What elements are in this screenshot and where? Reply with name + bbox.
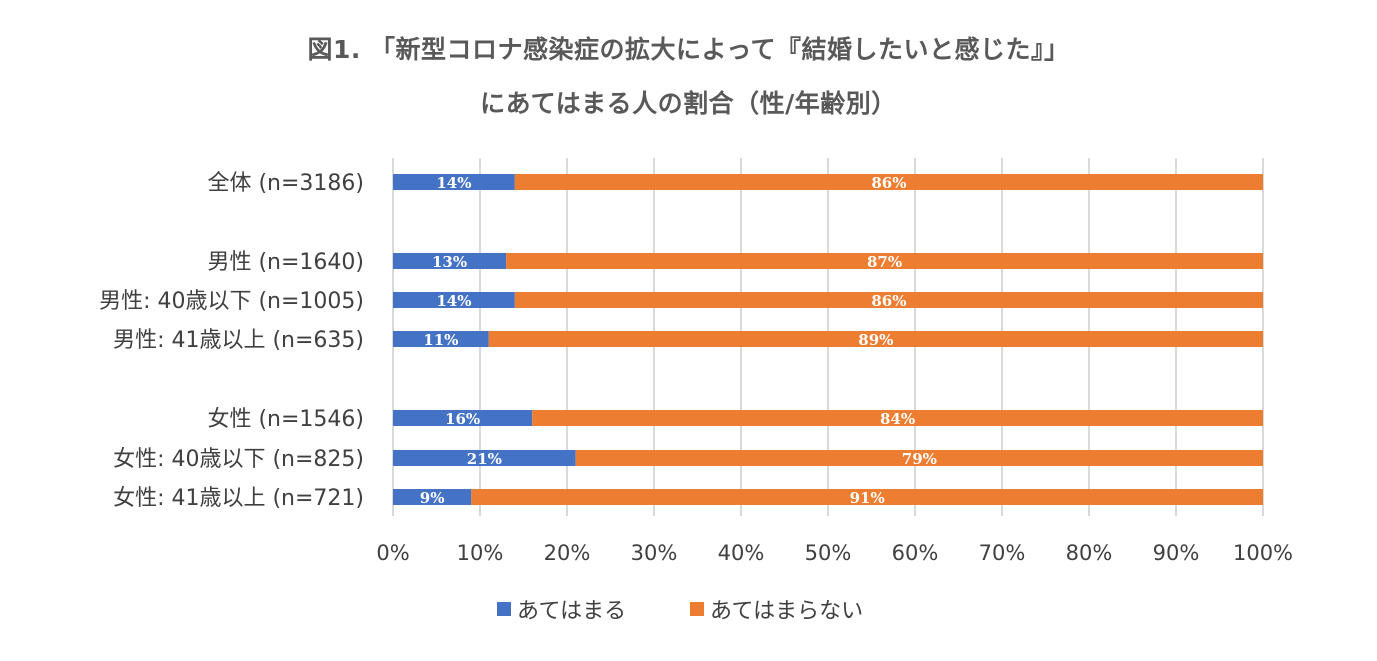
category-label-5: 女性: 40歳以下 (n=825) xyxy=(113,447,364,472)
legend-label-1: あてはまらない xyxy=(710,599,863,624)
data-label-series-1-row-4: 84% xyxy=(880,410,915,428)
x-tick-label-0: 0% xyxy=(376,541,409,565)
chart-title-line-1: 図1. 「新型コロナ感染症の拡大によって『結婚したいと感じた』」 xyxy=(307,35,1070,64)
data-label-series-0-row-4: 16% xyxy=(445,410,480,428)
x-tick-label-6: 60% xyxy=(892,541,939,565)
bar-series-0-row-0 xyxy=(393,174,515,190)
data-label-series-0-row-6: 9% xyxy=(420,489,445,507)
bar-series-1-row-3 xyxy=(488,331,1263,347)
data-label-series-1-row-0: 86% xyxy=(871,174,906,192)
bar-series-1-row-6 xyxy=(471,489,1263,505)
data-label-series-0-row-3: 11% xyxy=(423,331,458,349)
bar-series-0-row-2 xyxy=(393,292,515,308)
data-label-series-1-row-2: 86% xyxy=(871,292,906,310)
x-tick-label-9: 90% xyxy=(1153,541,1200,565)
x-tick-label-2: 20% xyxy=(544,541,591,565)
legend-label-0: あてはまる xyxy=(517,599,626,624)
category-label-6: 女性: 41歳以上 (n=721) xyxy=(113,486,364,511)
x-tick-label-5: 50% xyxy=(805,541,852,565)
x-tick-label-8: 80% xyxy=(1066,541,1113,565)
bar-series-1-row-2 xyxy=(514,292,1263,308)
data-label-series-1-row-1: 87% xyxy=(867,253,902,271)
bar-series-0-row-3 xyxy=(393,331,489,347)
chart-title-line-2: にあてはまる人の割合（性/年齢別） xyxy=(480,89,897,118)
category-label-3: 男性: 41歳以上 (n=635) xyxy=(113,328,364,353)
x-tick-label-10: 100% xyxy=(1233,541,1293,565)
category-label-2: 男性: 40歳以下 (n=1005) xyxy=(99,289,364,314)
bar-series-1-row-0 xyxy=(514,174,1263,190)
data-label-series-0-row-0: 14% xyxy=(436,174,471,192)
data-label-series-1-row-3: 89% xyxy=(858,331,893,349)
bar-series-1-row-4 xyxy=(532,410,1263,426)
legend-swatch-0 xyxy=(497,602,511,616)
bar-series-0-row-5 xyxy=(393,450,576,466)
bar-series-1-row-5 xyxy=(575,450,1263,466)
category-label-1: 男性 (n=1640) xyxy=(207,250,364,275)
bar-series-1-row-1 xyxy=(506,253,1264,269)
x-tick-label-3: 30% xyxy=(631,541,678,565)
bar-series-0-row-6 xyxy=(393,489,472,505)
x-tick-label-4: 40% xyxy=(718,541,765,565)
data-label-series-0-row-1: 13% xyxy=(432,253,467,271)
data-label-series-1-row-6: 91% xyxy=(850,489,885,507)
data-label-series-0-row-2: 14% xyxy=(436,292,471,310)
category-label-4: 女性 (n=1546) xyxy=(207,407,364,432)
bar-series-0-row-1 xyxy=(393,253,507,269)
data-label-series-0-row-5: 21% xyxy=(467,450,502,468)
x-tick-label-7: 70% xyxy=(979,541,1026,565)
legend-swatch-1 xyxy=(690,602,704,616)
category-label-0: 全体 (n=3186) xyxy=(207,171,364,196)
data-label-series-1-row-5: 79% xyxy=(902,450,937,468)
bar-series-0-row-4 xyxy=(393,410,533,426)
x-tick-label-1: 10% xyxy=(457,541,504,565)
